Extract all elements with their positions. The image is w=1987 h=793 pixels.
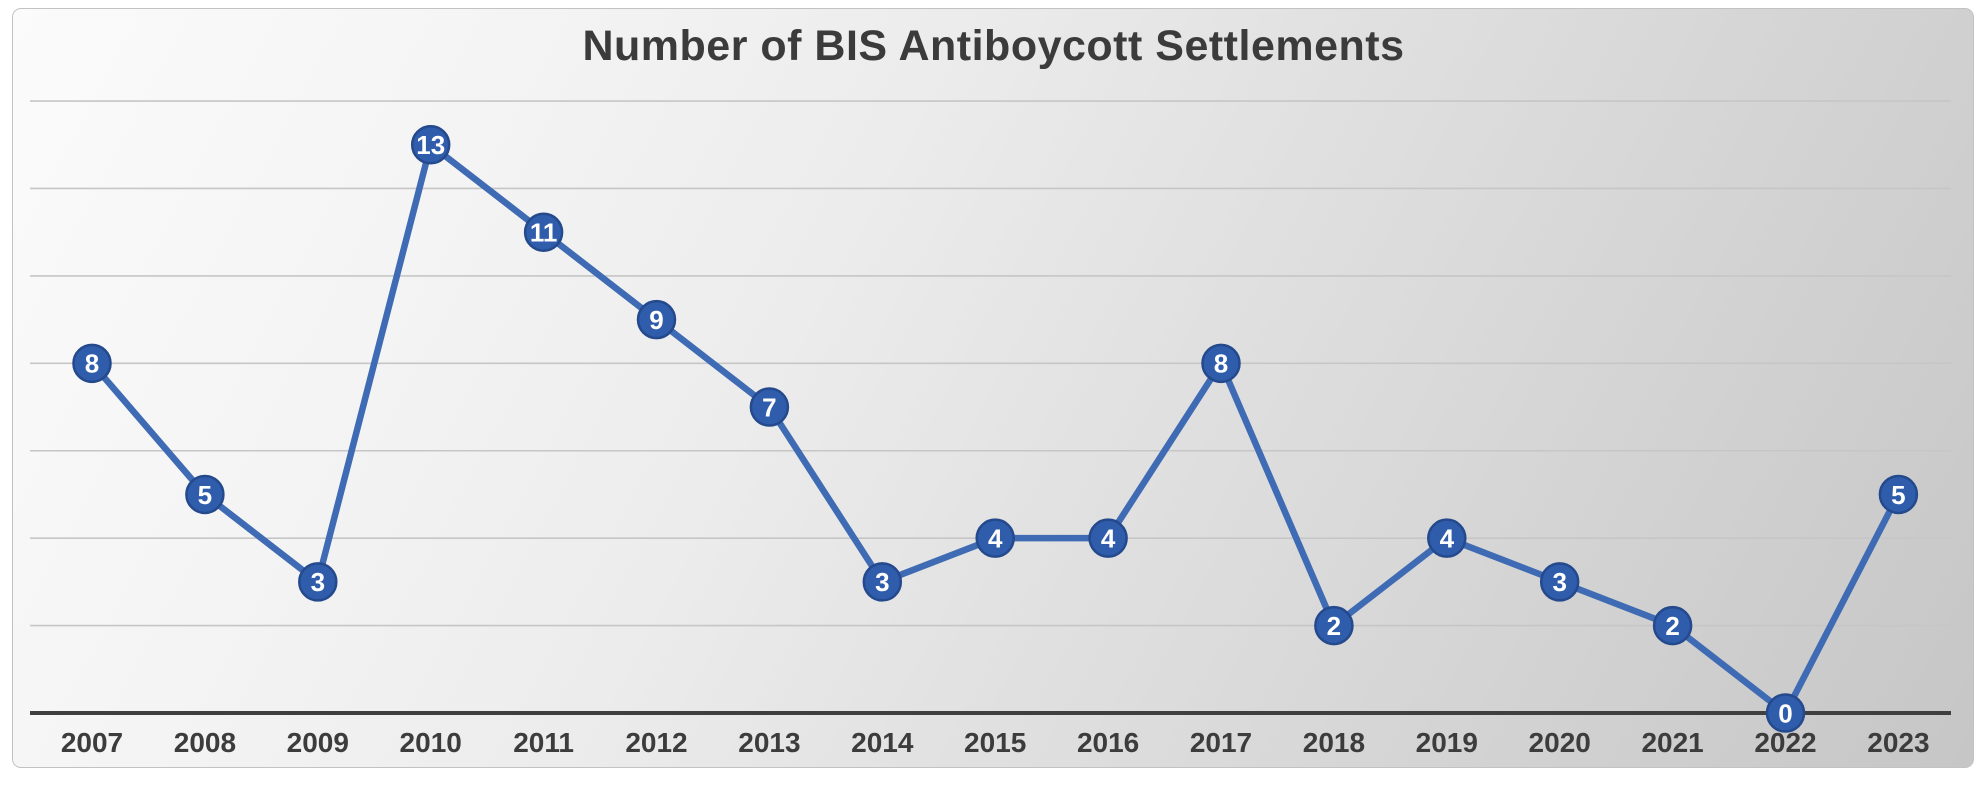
x-axis-tick-label: 2009 xyxy=(287,727,349,758)
data-point-marker xyxy=(975,518,1015,558)
data-point-marker xyxy=(1088,518,1128,558)
x-axis-tick-label: 2020 xyxy=(1529,727,1591,758)
x-axis-tick-label: 2023 xyxy=(1867,727,1929,758)
data-point-value-label: 3 xyxy=(311,567,325,597)
data-point-marker xyxy=(523,212,564,252)
x-axis-tick-label: 2010 xyxy=(400,727,462,758)
data-point-marker xyxy=(1652,605,1693,646)
data-point-marker xyxy=(1878,474,1919,515)
data-point-value-label: 3 xyxy=(875,567,889,597)
data-point-marker xyxy=(1427,518,1467,558)
data-point-value-label: 2 xyxy=(1327,611,1341,641)
data-point-marker xyxy=(1314,605,1354,646)
x-axis-tick-label: 2017 xyxy=(1190,727,1252,758)
data-point-marker xyxy=(749,387,790,427)
x-axis-tick-label: 2022 xyxy=(1754,727,1816,758)
x-axis-tick-label: 2021 xyxy=(1641,727,1703,758)
x-axis-tick-label: 2008 xyxy=(174,727,236,758)
data-point-value-label: 8 xyxy=(1214,349,1228,379)
data-point-value-label: 3 xyxy=(1552,567,1566,597)
data-point-value-label: 5 xyxy=(198,480,212,510)
series-line xyxy=(88,141,1902,717)
x-axis-tick-label: 2018 xyxy=(1303,727,1365,758)
data-point-marker xyxy=(72,343,112,384)
data-point-value-label: 11 xyxy=(530,218,558,248)
x-axis-tick-label: 2016 xyxy=(1077,727,1139,758)
data-point-marker xyxy=(410,125,451,165)
data-point-marker xyxy=(185,474,225,515)
data-point-value-label: 9 xyxy=(649,305,663,335)
x-axis-tick-label: 2015 xyxy=(964,727,1026,758)
x-axis-tick-label: 2019 xyxy=(1416,727,1478,758)
x-axis-tick-label: 2014 xyxy=(851,727,914,758)
data-point-value-label: 7 xyxy=(762,392,776,422)
x-axis-tick-label: 2012 xyxy=(625,727,687,758)
chart-plot-area xyxy=(12,8,1974,768)
data-point-marker xyxy=(636,299,677,340)
chart-title: Number of BIS Antiboycott Settlements xyxy=(582,22,1405,70)
data-point-marker xyxy=(298,562,338,602)
x-axis-tick-label: 2007 xyxy=(61,727,123,758)
data-point-value-label: 4 xyxy=(1440,524,1455,554)
data-point-marker xyxy=(1201,343,1241,384)
data-point-marker xyxy=(862,562,903,602)
data-point-value-label: 4 xyxy=(988,524,1003,554)
x-axis-tick-label: 2013 xyxy=(738,727,800,758)
x-axis-tick-label: 2011 xyxy=(513,727,574,758)
data-point-value-label: 4 xyxy=(1101,524,1116,554)
data-point-value-label: 2 xyxy=(1665,611,1679,641)
data-point-value-label: 0 xyxy=(1778,698,1792,728)
data-point-marker xyxy=(1539,562,1580,602)
data-point-value-label: 8 xyxy=(85,349,99,379)
data-point-value-label: 5 xyxy=(1891,480,1905,510)
data-point-marker xyxy=(1765,693,1806,733)
data-point-value-label: 13 xyxy=(416,130,445,160)
